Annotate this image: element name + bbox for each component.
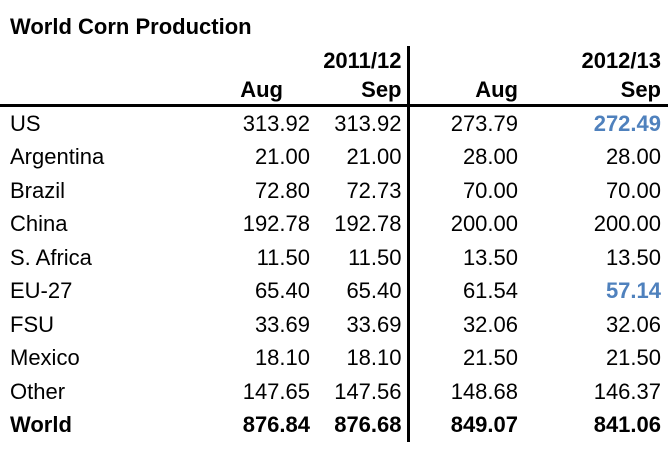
table-row: US 313.92 313.92 273.79 272.49 <box>0 105 668 141</box>
table-row: Mexico 18.10 18.10 21.50 21.50 <box>0 341 668 375</box>
row-label: FSU <box>10 311 54 337</box>
table-header: 2011/12 2012/13 Aug Sep Aug Sep <box>0 46 668 107</box>
value-cell: 876.68 <box>334 412 402 438</box>
table-row: S. Africa 11.50 11.50 13.50 13.50 <box>0 241 668 275</box>
value-cell: 21.50 <box>605 345 661 371</box>
row-label: Brazil <box>10 177 66 203</box>
row-label: Other <box>10 378 66 404</box>
value-cell: 147.56 <box>334 378 402 404</box>
value-cell: 192.78 <box>242 211 310 237</box>
row-label: US <box>10 110 41 136</box>
value-cell: 65.40 <box>254 278 310 304</box>
month-row-spacer <box>0 76 150 107</box>
value-cell: 28.00 <box>406 140 523 174</box>
year-header-row: 2011/12 2012/13 <box>0 46 668 76</box>
value-cell: 13.50 <box>406 241 523 275</box>
table-row: Other 147.65 147.56 148.68 146.37 <box>0 375 668 409</box>
value-cell: 72.73 <box>346 177 402 203</box>
col-header-aug-2011-12: Aug <box>150 76 315 107</box>
value-cell: 32.06 <box>605 311 661 337</box>
year-row-spacer <box>406 46 523 76</box>
value-cell: 32.06 <box>406 308 523 342</box>
value-cell: 849.07 <box>406 408 523 442</box>
col-header-aug-2012-13: Aug <box>406 76 523 107</box>
value-cell: 272.49 <box>593 110 661 136</box>
row-label: S. Africa <box>10 244 92 270</box>
table-row: EU-27 65.40 65.40 61.54 57.14 <box>0 274 668 308</box>
table-row: Argentina 21.00 21.00 28.00 28.00 <box>0 140 668 174</box>
page-title: World Corn Production <box>10 14 252 39</box>
value-cell: 876.84 <box>242 412 310 438</box>
value-cell: 57.14 <box>605 278 661 304</box>
value-cell: 200.00 <box>406 207 523 241</box>
col-header-sep-2012-13: Sep <box>523 76 668 107</box>
year-group-2012-13: 2012/13 <box>581 48 661 73</box>
table-body: US 313.92 313.92 273.79 272.49 Argentina… <box>0 105 668 442</box>
value-cell: 13.50 <box>605 244 661 270</box>
value-cell: 200.00 <box>593 211 661 237</box>
table-row: China 192.78 192.78 200.00 200.00 <box>0 207 668 241</box>
year-row-spacer <box>150 46 315 76</box>
value-cell: 313.92 <box>242 110 310 136</box>
value-cell: 192.78 <box>334 211 402 237</box>
value-cell: 72.80 <box>254 177 310 203</box>
corn-production-table: 2011/12 2012/13 Aug Sep Aug Sep US 313.9… <box>0 46 668 442</box>
value-cell: 11.50 <box>348 244 402 270</box>
value-cell: 146.37 <box>593 378 661 404</box>
table-row: Brazil 72.80 72.73 70.00 70.00 <box>0 174 668 208</box>
value-cell: 21.50 <box>406 341 523 375</box>
row-label: Argentina <box>10 144 105 170</box>
value-cell: 33.69 <box>254 311 310 337</box>
table-row: World 876.84 876.68 849.07 841.06 <box>0 408 668 442</box>
value-cell: 70.00 <box>605 177 661 203</box>
value-cell: 273.79 <box>406 105 523 141</box>
value-cell: 18.10 <box>254 345 310 371</box>
year-row-spacer <box>0 46 150 76</box>
row-label: Mexico <box>10 345 80 371</box>
value-cell: 147.65 <box>242 378 310 404</box>
value-cell: 21.00 <box>254 144 310 170</box>
value-cell: 70.00 <box>406 174 523 208</box>
row-label: EU-27 <box>10 278 73 304</box>
value-cell: 11.50 <box>256 244 310 270</box>
value-cell: 28.00 <box>605 144 661 170</box>
month-header-row: Aug Sep Aug Sep <box>0 76 668 107</box>
row-label: China <box>10 211 68 237</box>
value-cell: 21.00 <box>346 144 402 170</box>
value-cell: 33.69 <box>346 311 402 337</box>
value-cell: 61.54 <box>406 274 523 308</box>
value-cell: 65.40 <box>346 278 402 304</box>
value-cell: 841.06 <box>593 412 661 438</box>
row-label: World <box>10 412 72 438</box>
value-cell: 313.92 <box>334 110 402 136</box>
col-header-sep-2011-12: Sep <box>315 76 408 107</box>
value-cell: 18.10 <box>346 345 402 371</box>
year-group-2011-12: 2011/12 <box>323 48 402 73</box>
table-row: FSU 33.69 33.69 32.06 32.06 <box>0 308 668 342</box>
value-cell: 148.68 <box>406 375 523 409</box>
